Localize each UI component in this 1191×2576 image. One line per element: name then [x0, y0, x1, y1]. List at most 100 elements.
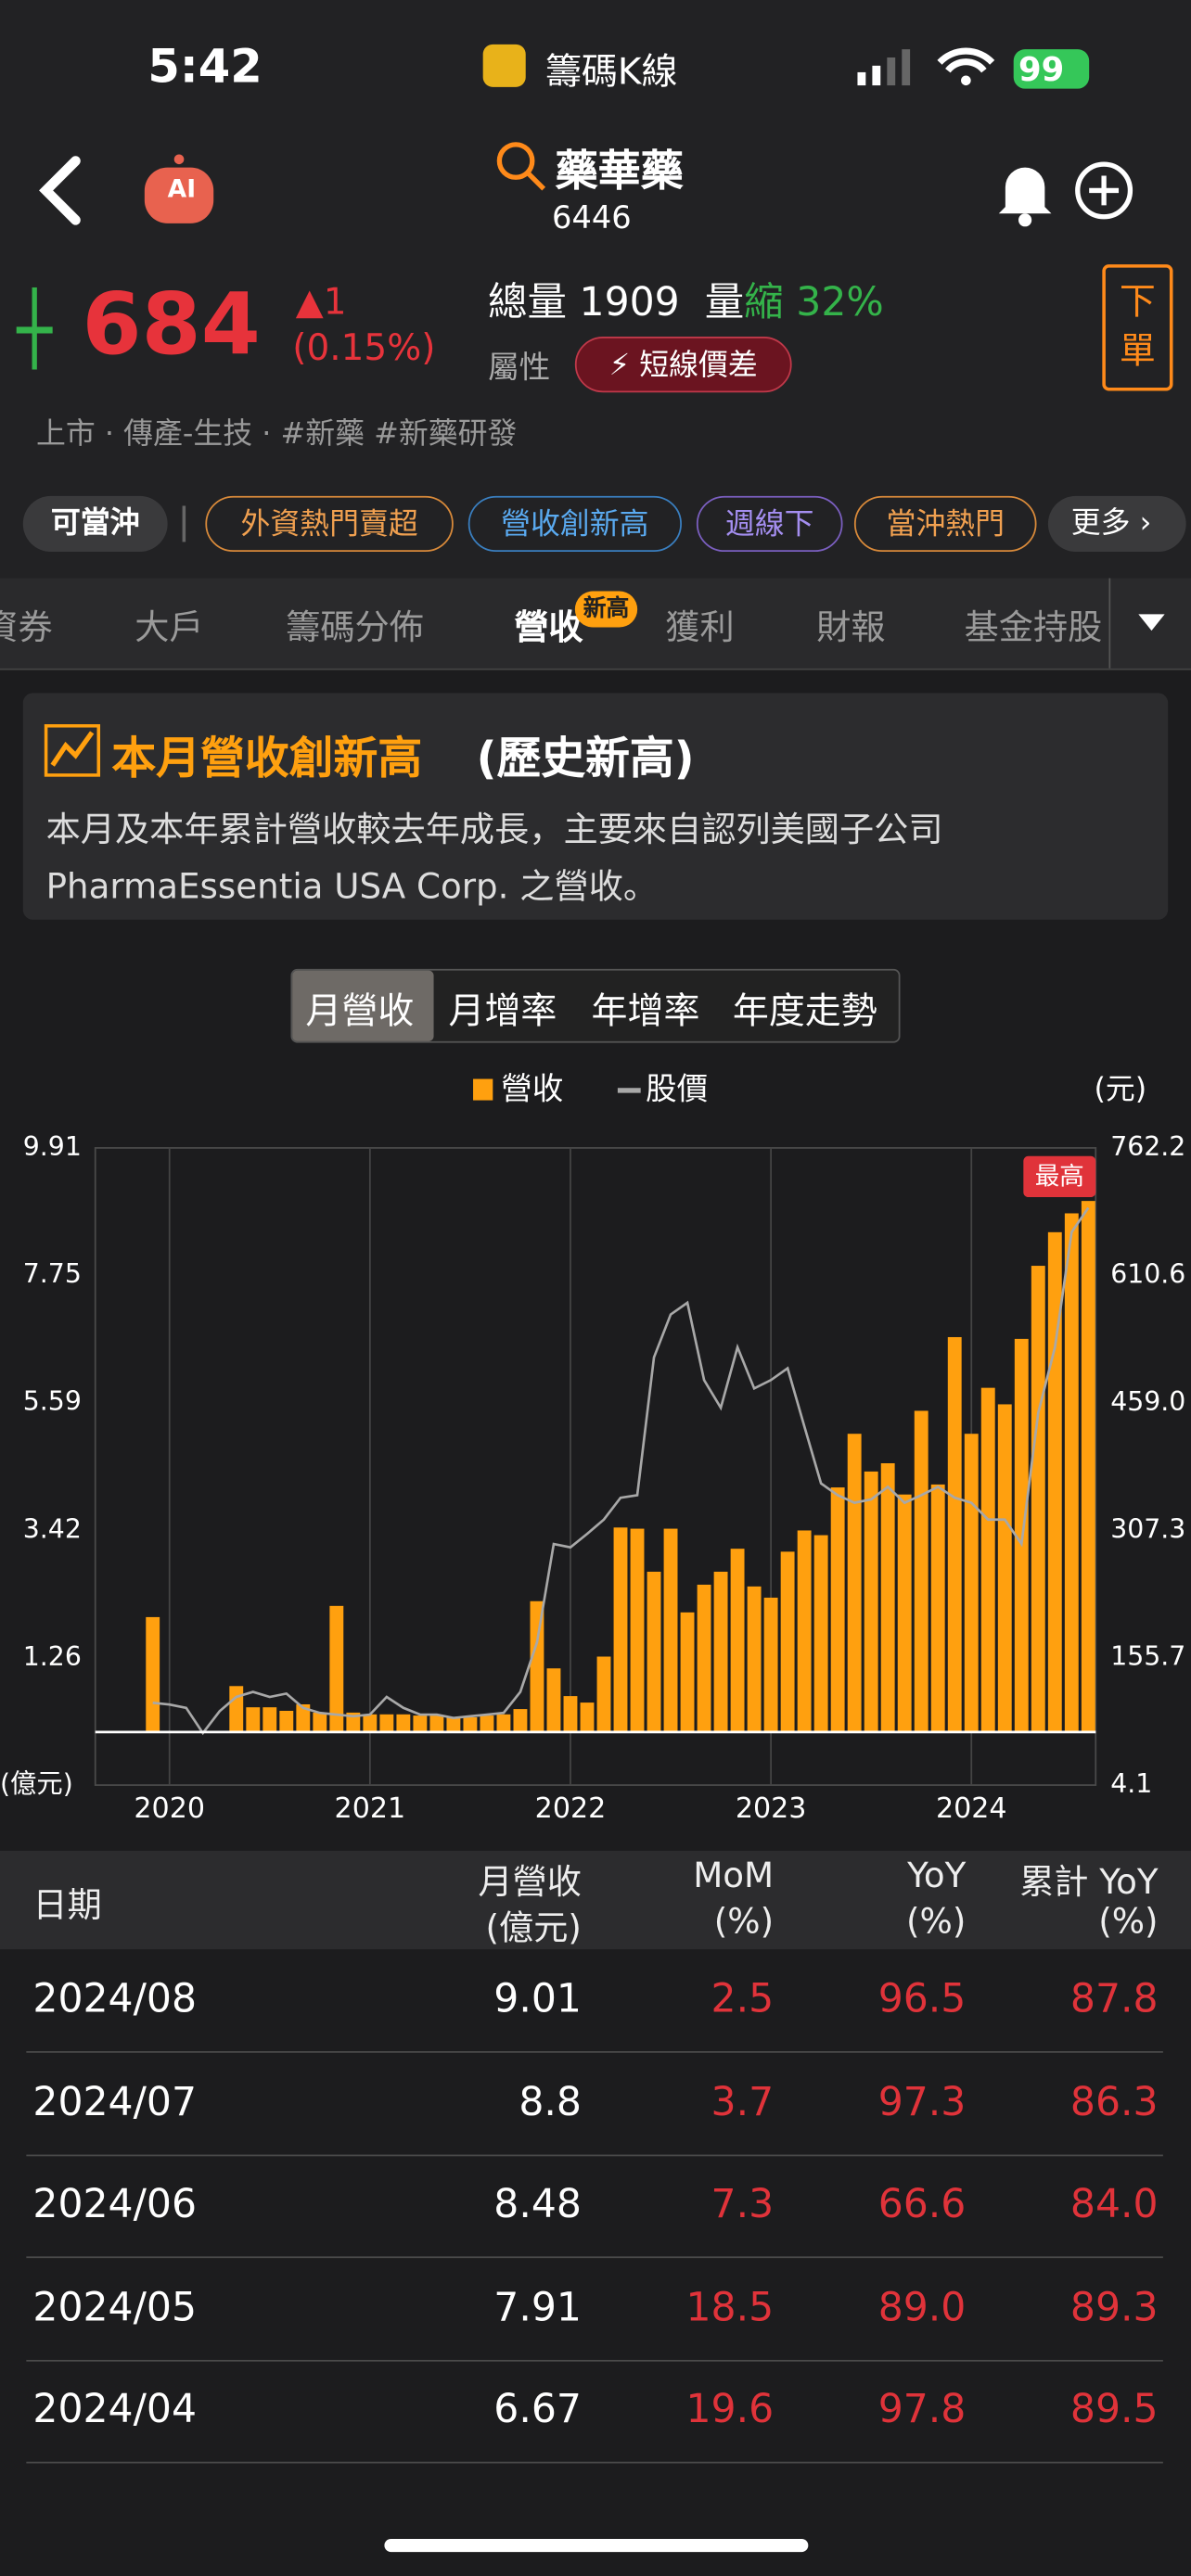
bar: [864, 1471, 878, 1732]
bar: [379, 1714, 394, 1732]
bar: [596, 1656, 611, 1732]
bar: [496, 1714, 511, 1732]
chart-tab[interactable]: 月營收: [305, 991, 415, 1033]
bar: [1031, 1266, 1045, 1732]
tag[interactable]: 營收創新高: [467, 495, 682, 553]
bar: [296, 1703, 311, 1732]
header-icons: [39, 154, 214, 225]
bar: [463, 1716, 478, 1732]
bar: [513, 1709, 528, 1732]
table-cell: 19.6: [685, 2386, 775, 2433]
volume-line: 總量 1909 量縮 32%: [488, 269, 884, 326]
table-cell: 89.3: [1069, 2284, 1159, 2330]
y-tick-label: 3.42: [23, 1513, 82, 1544]
table-cell: 3.7: [711, 2078, 775, 2124]
row-divider: [26, 2153, 1163, 2156]
y2-tick-label: 459.0: [1110, 1386, 1185, 1417]
x-tick-label: 2022: [535, 1792, 607, 1825]
x-tick-label: 2023: [736, 1792, 807, 1825]
banner-text: 本月及本年累計營收較去年成長，主要來自認列美國子公司 PharmaEssenti…: [45, 810, 943, 907]
attribute-badge[interactable]: ⚡ 短線價差: [574, 337, 792, 393]
bar: [263, 1707, 277, 1732]
price-change: ▲1: [295, 282, 347, 324]
tab[interactable]: 獲利: [665, 607, 735, 647]
bar: [997, 1404, 1012, 1732]
bell-button[interactable]: [998, 167, 1052, 214]
table-cell: 97.3: [877, 2078, 967, 2124]
bar: [880, 1463, 895, 1732]
bar: [229, 1686, 244, 1732]
bar: [580, 1702, 595, 1732]
header-cell: (億元): [485, 1907, 582, 1948]
more-label: 更多: [1070, 505, 1131, 541]
tag[interactable]: 外資熱門賣超: [205, 495, 454, 553]
divider: [182, 505, 186, 542]
table-cell: 2024/06: [32, 2181, 197, 2227]
table-cell: 89.0: [877, 2284, 967, 2330]
bar: [279, 1710, 294, 1732]
tag[interactable]: 當沖熱門: [853, 495, 1037, 553]
tab-badge: 新高: [574, 591, 638, 628]
table-cell: 8.48: [493, 2181, 582, 2227]
tab-dropdown[interactable]: [1108, 578, 1191, 669]
table-cell: 8.8: [519, 2078, 582, 2124]
header-cell: 月營收: [478, 1862, 582, 1902]
back-button[interactable]: [39, 156, 81, 225]
tab[interactable]: 資券: [0, 607, 53, 647]
bar: [713, 1571, 728, 1732]
chart-tab[interactable]: 月增率: [448, 991, 557, 1033]
y2-tick-label: 762.2: [1110, 1131, 1185, 1162]
battery-level: 99: [1018, 49, 1065, 89]
y2-tick-label: 307.3: [1110, 1513, 1185, 1544]
y-tick-label: 7.75: [23, 1258, 82, 1289]
table-cell: 18.5: [685, 2284, 775, 2330]
plot-frame: [94, 1147, 1097, 1786]
bar: [980, 1387, 995, 1732]
order-button[interactable]: 下單: [1102, 264, 1173, 391]
bar: [730, 1549, 745, 1732]
x-tick-label: 2024: [936, 1792, 1007, 1825]
header-cell: MoM: [693, 1855, 775, 1895]
table-cell: 97.8: [877, 2386, 967, 2433]
bar: [847, 1434, 862, 1732]
table-cell: 87.8: [1069, 1975, 1159, 2022]
y-tick-label: 1.26: [23, 1641, 82, 1672]
status-icons: [857, 47, 1090, 89]
tab[interactable]: 財報: [816, 607, 886, 647]
bar: [797, 1530, 812, 1732]
bar: [446, 1716, 461, 1732]
y2-axis-label: (元): [1094, 1071, 1146, 1106]
chart-tab[interactable]: 年增率: [591, 991, 700, 1033]
bar: [930, 1484, 945, 1732]
search-icon[interactable]: [493, 138, 548, 194]
bar: [830, 1487, 845, 1732]
tag[interactable]: 週線下: [696, 495, 843, 553]
ai-robot[interactable]: [144, 167, 214, 223]
bar: [480, 1715, 494, 1732]
row-divider: [26, 2462, 1163, 2465]
tab[interactable]: 大戶: [134, 607, 204, 647]
banner-title: 本月營收創新高: [111, 733, 423, 785]
legend-label: 股價: [646, 1070, 708, 1106]
candle: [16, 287, 53, 370]
ai-label: AI: [167, 173, 197, 204]
add-button[interactable]: [1075, 161, 1133, 220]
table-cell: 96.5: [877, 1975, 967, 2022]
annotation-badge: [1023, 1155, 1096, 1198]
trend-icon: [44, 724, 101, 777]
y2-tick-label: 155.7: [1110, 1641, 1185, 1672]
legend-swatch: [473, 1078, 493, 1101]
bar: [630, 1528, 645, 1732]
tab[interactable]: 基金持股: [964, 607, 1103, 647]
tag[interactable]: 可當沖: [22, 495, 168, 553]
bar: [1081, 1201, 1095, 1732]
tag[interactable]: 更多 ›: [1047, 495, 1186, 553]
table-cell: 2024/08: [32, 1975, 197, 2022]
chart-tab[interactable]: 年度走勢: [732, 991, 877, 1033]
bar: [613, 1527, 628, 1732]
bar: [813, 1535, 828, 1732]
bar: [329, 1605, 344, 1732]
tab[interactable]: 籌碼分佈: [286, 607, 424, 647]
tab-active[interactable]: 營收: [514, 607, 583, 647]
table-cell: 66.6: [877, 2181, 967, 2227]
